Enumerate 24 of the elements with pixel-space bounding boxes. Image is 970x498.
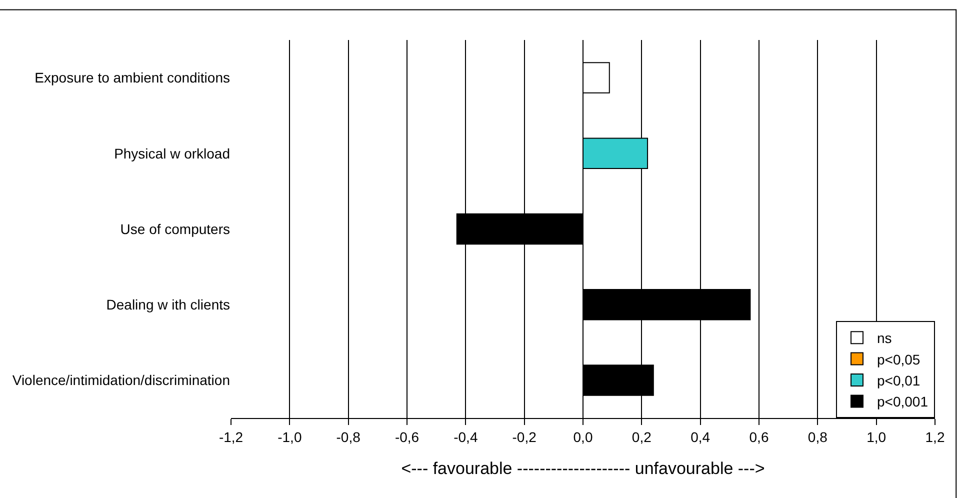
x-tick-label: -0,8 bbox=[336, 428, 361, 445]
x-tick-label: -1,2 bbox=[218, 428, 244, 445]
legend-label: p<0,001 bbox=[877, 394, 928, 410]
y-tick-label: Violence/intimidation/discrimination bbox=[12, 372, 230, 388]
x-tick-label: 0,4 bbox=[690, 428, 710, 445]
legend-label: ns bbox=[877, 330, 892, 346]
y-tick-label: Physical w orkload bbox=[114, 145, 230, 162]
x-tick-label: -0,4 bbox=[454, 428, 478, 445]
legend-label: p<0,05 bbox=[877, 351, 920, 368]
bar bbox=[582, 62, 610, 94]
x-tick-label: -1,0 bbox=[278, 428, 302, 445]
x-tick-label: 0,8 bbox=[808, 428, 828, 445]
y-tick-label: Exposure to ambient conditions bbox=[34, 70, 230, 86]
x-tick-label: 0,2 bbox=[632, 428, 652, 445]
x-tick-label: -0,6 bbox=[394, 428, 420, 445]
x-tick-label: 0,6 bbox=[749, 428, 769, 445]
x-tick-label: 1,2 bbox=[925, 428, 945, 445]
x-tick-label: 1,0 bbox=[866, 428, 886, 445]
legend-label: p<0,01 bbox=[877, 372, 920, 388]
y-tick-label: Use of computers bbox=[120, 220, 230, 237]
x-axis-title: <--- favourable -------------------- unfavourable ---> bbox=[401, 459, 765, 478]
x-tick-label: -0,2 bbox=[512, 428, 537, 445]
x-tick-label: 0,0 bbox=[573, 428, 593, 445]
y-tick-label: Dealing w ith clients bbox=[106, 296, 230, 312]
